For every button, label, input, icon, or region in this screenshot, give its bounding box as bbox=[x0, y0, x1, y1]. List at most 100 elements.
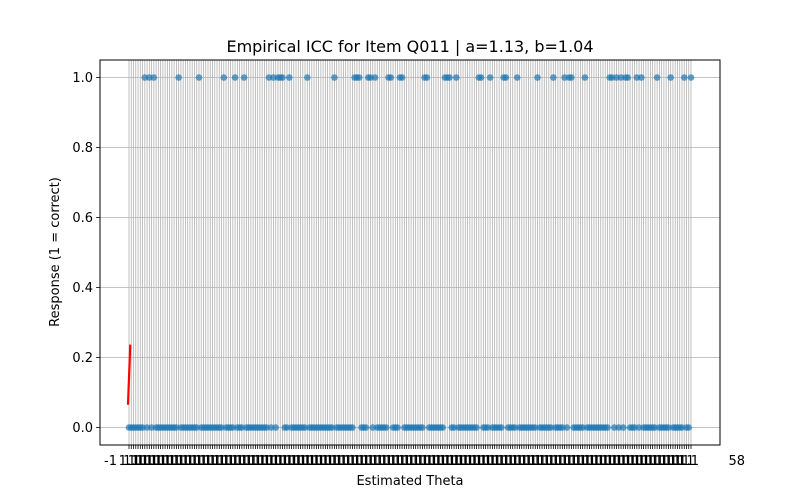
response-point bbox=[608, 74, 616, 81]
x-tick-label: 1.1 bbox=[633, 454, 654, 469]
response-point bbox=[473, 424, 480, 431]
x-tick-label: 1.1 bbox=[435, 454, 456, 469]
y-tick-label: 0.0 bbox=[72, 421, 93, 436]
x-tick-label: 1.1 bbox=[290, 454, 311, 469]
response-point bbox=[139, 424, 146, 431]
x-tick-label: 1.1 bbox=[484, 454, 505, 469]
x-tick-label: 1.1 bbox=[566, 454, 587, 469]
response-point bbox=[685, 424, 693, 431]
x-tick-label: 1.1 bbox=[660, 454, 681, 469]
plot-area bbox=[99, 59, 721, 446]
response-point bbox=[511, 424, 519, 431]
x-tick-label: 1.1 bbox=[263, 454, 284, 469]
x-tick-label: 1.1 bbox=[232, 454, 253, 469]
response-point bbox=[579, 424, 586, 431]
x-tick-label: 1.1 bbox=[493, 454, 514, 469]
x-tick-label: 1.1 bbox=[146, 454, 167, 469]
response-point bbox=[631, 424, 638, 431]
x-tick-label: 1.1 bbox=[367, 454, 388, 469]
x-tick-label-last: 58 bbox=[728, 454, 745, 469]
x-tick-label: 1.1 bbox=[674, 454, 695, 469]
response-point bbox=[452, 74, 460, 81]
x-tick-label: 1.1 bbox=[168, 454, 189, 469]
response-point bbox=[231, 74, 239, 81]
response-point bbox=[285, 74, 293, 81]
response-point bbox=[143, 424, 151, 431]
x-tick-label: 1.1 bbox=[268, 454, 289, 469]
x-tick-label: 1.1 bbox=[304, 454, 325, 469]
response-point bbox=[484, 424, 492, 431]
x-tick-label: 1.1 bbox=[186, 454, 207, 469]
x-tick-label: 1.1 bbox=[259, 454, 280, 469]
response-point bbox=[362, 424, 370, 431]
response-point bbox=[331, 74, 338, 81]
response-point bbox=[173, 424, 180, 431]
x-tick-label: 1.1 bbox=[403, 454, 424, 469]
x-tick-label: 1.1 bbox=[389, 454, 410, 469]
response-point bbox=[439, 424, 447, 431]
response-point bbox=[229, 424, 237, 431]
response-point bbox=[218, 424, 225, 431]
response-point bbox=[613, 74, 620, 81]
x-tick-label: 1.1 bbox=[570, 454, 591, 469]
model-curve bbox=[126, 344, 132, 405]
x-tick-label: 1.1 bbox=[611, 454, 632, 469]
response-point bbox=[486, 74, 494, 81]
x-tick-label: 1.1 bbox=[421, 454, 442, 469]
x-tick-label: 1.1 bbox=[489, 454, 510, 469]
x-tick-label: 1.1 bbox=[480, 454, 501, 469]
response-point bbox=[633, 74, 641, 81]
response-point bbox=[450, 424, 458, 431]
x-tick-label: 1.1 bbox=[417, 454, 438, 469]
response-point bbox=[369, 424, 377, 431]
x-tick-label: 1.1 bbox=[150, 454, 171, 469]
x-tick-label: 1.1 bbox=[462, 454, 483, 469]
x-tick-label: 1.1 bbox=[371, 454, 392, 469]
response-point bbox=[283, 424, 291, 431]
chart-title: Empirical ICC for Item Q011 | a=1.13, b=… bbox=[226, 37, 593, 56]
x-tick-label: 1.1 bbox=[349, 454, 370, 469]
x-tick-label: 1.1 bbox=[444, 454, 465, 469]
x-tick-label: 1.1 bbox=[119, 454, 140, 469]
x-tick-label: 1.1 bbox=[597, 454, 618, 469]
x-tick-label: 1.1 bbox=[191, 454, 212, 469]
x-tick-label: 1.1 bbox=[308, 454, 329, 469]
response-point bbox=[419, 424, 426, 431]
x-tick-label: 1.1 bbox=[430, 454, 451, 469]
response-point bbox=[617, 74, 625, 81]
x-tick-label: 1.1 bbox=[331, 454, 352, 469]
x-tick-label: 1.1 bbox=[656, 454, 677, 469]
response-point bbox=[624, 74, 632, 81]
x-tick-label: 1.1 bbox=[520, 454, 541, 469]
response-point bbox=[561, 74, 568, 81]
model-curve-line bbox=[126, 344, 132, 405]
y-tick-label: 1.0 bbox=[72, 71, 93, 86]
x-tick-label: 1.1 bbox=[498, 454, 519, 469]
response-point bbox=[502, 74, 510, 81]
x-tick-label: 1.1 bbox=[557, 454, 578, 469]
x-axis: 1.11.11.11.11.11.11.11.11.11.11.11.11.11… bbox=[104, 445, 745, 469]
x-tick-label: 1.1 bbox=[475, 454, 496, 469]
response-point bbox=[267, 424, 275, 431]
x-axis-label: Estimated Theta bbox=[356, 474, 463, 489]
response-point bbox=[615, 424, 623, 431]
response-point bbox=[498, 424, 505, 431]
response-points bbox=[125, 74, 695, 431]
x-tick-label: 1.1 bbox=[593, 454, 614, 469]
response-point bbox=[678, 424, 686, 431]
x-tick-label: 1.1 bbox=[453, 454, 474, 469]
x-tick-label: 1.1 bbox=[448, 454, 469, 469]
x-tick-label: 1.1 bbox=[281, 454, 302, 469]
x-tick-label: 1.1 bbox=[412, 454, 433, 469]
response-point bbox=[534, 74, 541, 81]
x-tick-label: 1.1 bbox=[620, 454, 641, 469]
x-tick-label: 1.1 bbox=[141, 454, 162, 469]
response-point bbox=[349, 424, 356, 431]
response-point bbox=[423, 74, 431, 81]
response-point bbox=[301, 424, 309, 431]
response-point bbox=[355, 74, 363, 81]
response-point bbox=[175, 74, 182, 81]
response-point bbox=[651, 424, 659, 431]
response-point bbox=[531, 424, 539, 431]
